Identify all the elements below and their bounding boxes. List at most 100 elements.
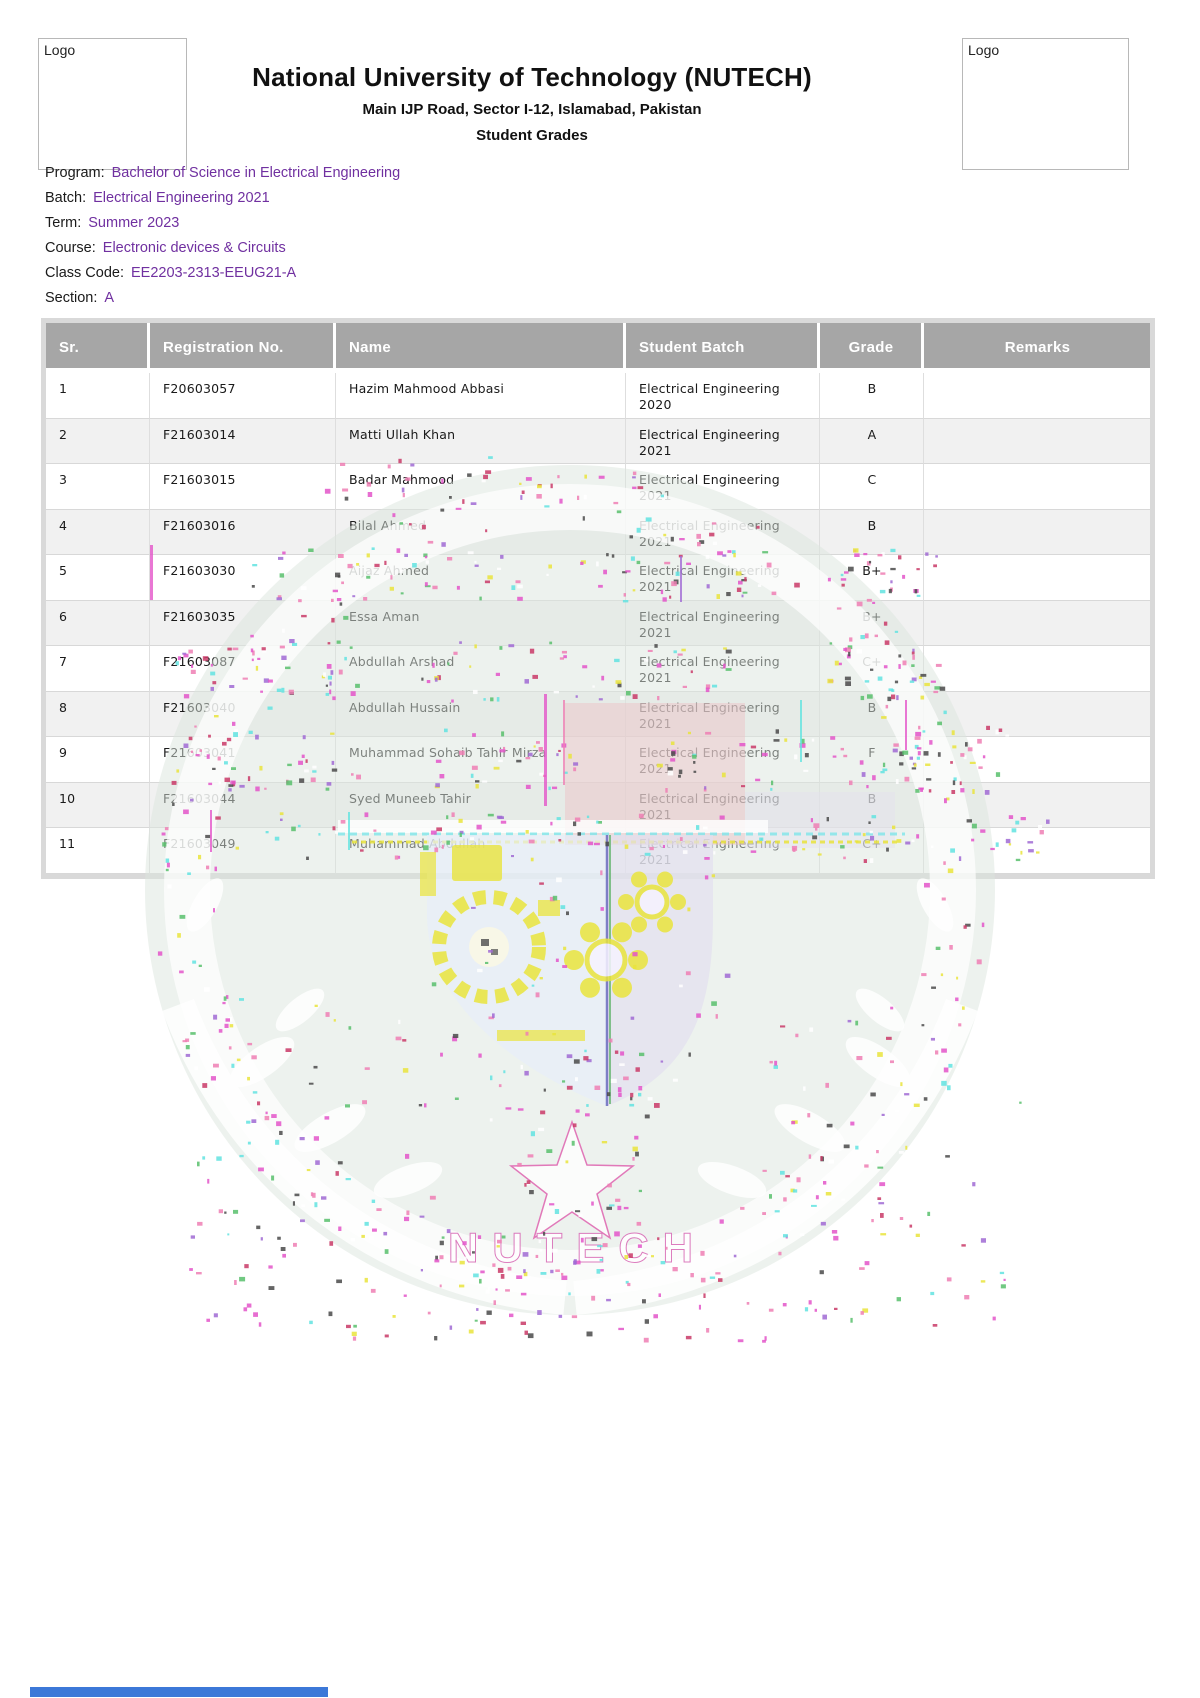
- table-row: 2 F21603014 Matti Ullah Khan Electrical Eng…: [46, 418, 1150, 464]
- cell-name: Matti Ullah Khan: [336, 418, 626, 464]
- cell-batch: Electrical Engineering 2021: [626, 782, 820, 828]
- cell-sr: 1: [46, 373, 150, 419]
- cell-remarks: [924, 373, 1150, 419]
- cell-name: Muhammad Sohaib Tahir Mirza: [336, 737, 626, 783]
- seal-star: [508, 1119, 636, 1240]
- cell-sr: 5: [46, 555, 150, 601]
- meta-term-label: Term:: [45, 215, 82, 231]
- cell-name: Essa Aman: [336, 600, 626, 646]
- cell-reg: F21603049: [150, 828, 336, 874]
- cell-batch: Electrical Engineering 2021: [626, 646, 820, 692]
- bottom-blue-bar: [30, 1687, 328, 1697]
- logo-left-label: Logo: [44, 42, 76, 58]
- cell-name: Syed Muneeb Tahir: [336, 782, 626, 828]
- cell-reg: F20603057: [150, 373, 336, 419]
- cell-remarks: [924, 782, 1150, 828]
- grades-table-container: Sr. Registration No. Name Student Batch …: [41, 318, 1155, 879]
- meta-course: Course: Electronic devices & Circuits: [45, 236, 400, 261]
- cell-grade: B+: [820, 600, 924, 646]
- cell-grade: B+: [820, 555, 924, 601]
- gear-molecule-emblem: [564, 871, 686, 998]
- cell-sr: 9: [46, 737, 150, 783]
- table-row: 8 F21603040 Abdullah Hussain Electrical Eng…: [46, 691, 1150, 737]
- document-title: Student Grades: [476, 127, 588, 144]
- meta-course-label: Course:: [45, 240, 96, 256]
- cell-grade: C+: [820, 828, 924, 874]
- cell-name: Badar Mahmood: [336, 464, 626, 510]
- meta-class-code-value: EE2203-2313-EEUG21-A: [130, 265, 297, 281]
- meta-course-value: Electronic devices & Circuits: [102, 240, 286, 256]
- cell-reg: F21603041: [150, 737, 336, 783]
- grades-table-header: Sr. Registration No. Name Student Batch …: [46, 323, 1150, 373]
- cell-sr: 10: [46, 782, 150, 828]
- meta-term-value: Summer 2023: [88, 215, 180, 231]
- table-row: 11 F21603049 Muhammad Abdullah Electrical E…: [46, 828, 1150, 874]
- cell-batch: Electrical Engineering 2021: [626, 691, 820, 737]
- cell-remarks: [924, 646, 1150, 692]
- cell-remarks: [924, 600, 1150, 646]
- cell-grade: C+: [820, 646, 924, 692]
- col-header-reg: Registration No.: [150, 323, 336, 373]
- cell-remarks: [924, 418, 1150, 464]
- meta-batch-value: Electrical Engineering 2021: [93, 190, 270, 206]
- cell-batch: Electrical Engineering 2021: [626, 737, 820, 783]
- cell-name: Abdullah Hussain: [336, 691, 626, 737]
- wreath-right: [573, 878, 978, 1315]
- cell-name: Abdullah Arshad: [336, 646, 626, 692]
- meta-batch-label: Batch:: [45, 190, 87, 206]
- meta-class-code-label: Class Code:: [45, 265, 124, 281]
- cell-sr: 4: [46, 509, 150, 555]
- cell-grade: B: [820, 782, 924, 828]
- table-row: 10 F21603044 Syed Muneeb Tahir Electrical E…: [46, 782, 1150, 828]
- cell-reg: F21603087: [150, 646, 336, 692]
- meta-class-code: Class Code: EE2203-2313-EEUG21-A: [45, 261, 400, 286]
- university-address: Main IJP Road, Sector I-12, Islamabad, P…: [362, 101, 702, 118]
- header: National University of Technology (NUTEC…: [0, 62, 1064, 144]
- meta-batch: Batch: Electrical Engineering 2021: [45, 186, 400, 211]
- cell-grade: B: [820, 509, 924, 555]
- cell-grade: B: [820, 373, 924, 419]
- table-row: 5 F21603030 Aijaz Ahmed Electrical Engineer…: [46, 555, 1150, 601]
- col-header-grade: Grade: [820, 323, 924, 373]
- cell-remarks: [924, 555, 1150, 601]
- logo-placeholder-left: Logo: [38, 38, 187, 170]
- cell-sr: 2: [46, 418, 150, 464]
- col-header-remarks: Remarks: [924, 323, 1150, 373]
- cell-batch: Electrical Engineering 2021: [626, 555, 820, 601]
- cell-sr: 11: [46, 828, 150, 874]
- cell-batch: Electrical Engineering 2021: [626, 418, 820, 464]
- table-row: 7 F21603087 Abdullah Arshad Electrical Engi…: [46, 646, 1150, 692]
- cell-sr: 3: [46, 464, 150, 510]
- cell-sr: 8: [46, 691, 150, 737]
- meta-section: Section: A: [45, 286, 400, 311]
- cell-reg: F21603035: [150, 600, 336, 646]
- meta-term: Term: Summer 2023: [45, 211, 400, 236]
- cell-batch: Electrical Engineering 2021: [626, 600, 820, 646]
- logo-right-label: Logo: [968, 42, 1000, 58]
- meta-program: Program: Bachelor of Science in Electrica…: [45, 161, 400, 186]
- cell-name: Bilal Ahmed: [336, 509, 626, 555]
- cell-batch: Electrical Engineering 2021: [626, 509, 820, 555]
- header-row: Sr. Registration No. Name Student Batch …: [46, 323, 1150, 373]
- cell-batch: Electrical Engineering 2021: [626, 464, 820, 510]
- table-row: 9 F21603041 Muhammad Sohaib Tahir Mirza Ele…: [46, 737, 1150, 783]
- cell-grade: C: [820, 464, 924, 510]
- table-row: 4 F21603016 Bilal Ahmed Electrical Engineer…: [46, 509, 1150, 555]
- col-header-batch: Student Batch: [626, 323, 820, 373]
- cell-batch: Electrical Engineering 2020: [626, 373, 820, 419]
- cell-reg: F21603015: [150, 464, 336, 510]
- cell-reg: F21603016: [150, 509, 336, 555]
- cell-grade: B: [820, 691, 924, 737]
- cell-name: Hazim Mahmood Abbasi: [336, 373, 626, 419]
- cell-grade: A: [820, 418, 924, 464]
- cell-remarks: [924, 691, 1150, 737]
- cell-batch: Electrical Engineering 2021: [626, 828, 820, 874]
- sun-emblem: [432, 890, 546, 1004]
- cell-remarks: [924, 828, 1150, 874]
- table-row: 3 F21603015 Badar Mahmood Electrical Engine…: [46, 464, 1150, 510]
- col-header-name: Name: [336, 323, 626, 373]
- wreath-left: [162, 878, 567, 1315]
- cell-grade: F: [820, 737, 924, 783]
- table-row: 6 F21603035 Essa Aman Electrical Engineerin…: [46, 600, 1150, 646]
